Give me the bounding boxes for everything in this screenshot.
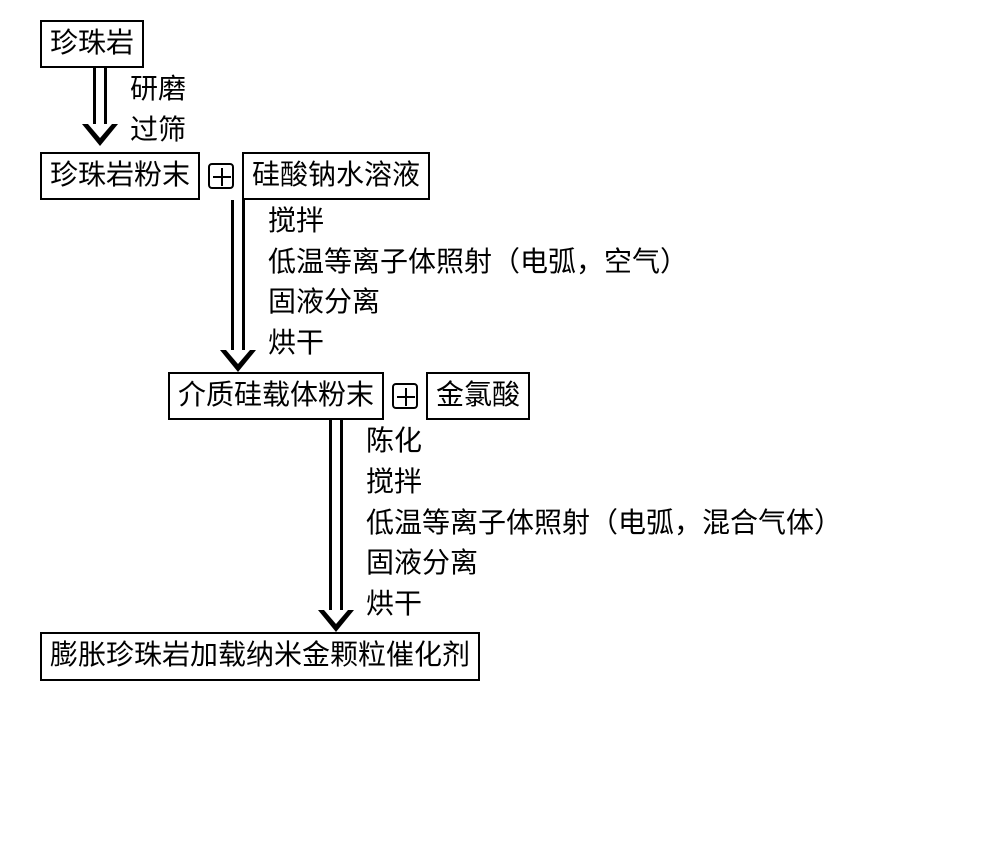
step-stir-1: 搅拌 (268, 202, 688, 243)
step-plasma-air: 低温等离子体照射（电弧，空气） (268, 243, 688, 284)
stage4-row: 膨胀珍珠岩加载纳米金颗粒催化剂 (40, 632, 960, 680)
plus-icon (392, 383, 418, 409)
step-grind: 研磨 (130, 70, 186, 111)
step-dry-1: 烘干 (268, 324, 688, 365)
step-sieve: 过筛 (130, 111, 186, 152)
step-sl-sep-2: 固液分离 (366, 544, 842, 585)
arrow1-shape (82, 68, 118, 146)
step-aging: 陈化 (366, 422, 842, 463)
step-sl-sep-1: 固液分离 (268, 283, 688, 324)
arrow2-shaft (231, 200, 245, 350)
stage2-row: 珍珠岩粉末 硅酸钠水溶液 (40, 152, 960, 200)
node-chloroauric: 金氯酸 (426, 372, 530, 420)
node-perlite: 珍珠岩 (40, 20, 144, 68)
arrow2-shape (220, 200, 256, 372)
stage3-row: 介质硅载体粉末 金氯酸 (168, 372, 960, 420)
arrow2-head (220, 350, 256, 372)
step-dry-2: 烘干 (366, 585, 842, 626)
arrow3-steps: 陈化 搅拌 低温等离子体照射（电弧，混合气体） 固液分离 烘干 (354, 420, 842, 625)
step-plasma-mixed: 低温等离子体照射（电弧，混合气体） (366, 504, 842, 545)
arrow1-head (82, 124, 118, 146)
arrow3-shaft (329, 420, 343, 610)
step-stir-2: 搅拌 (366, 463, 842, 504)
arrow3-shape (318, 420, 354, 632)
arrow2: 搅拌 低温等离子体照射（电弧，空气） 固液分离 烘干 (220, 200, 960, 372)
node-perlite-powder: 珍珠岩粉末 (40, 152, 200, 200)
arrow1-shaft (93, 68, 107, 124)
arrow1: 研磨 过筛 (82, 68, 960, 151)
node-product: 膨胀珍珠岩加载纳米金颗粒催化剂 (40, 632, 480, 680)
plus-1 (200, 152, 242, 200)
arrow2-steps: 搅拌 低温等离子体照射（电弧，空气） 固液分离 烘干 (256, 200, 688, 364)
node-sodium-silicate: 硅酸钠水溶液 (242, 152, 430, 200)
arrow3: 陈化 搅拌 低温等离子体照射（电弧，混合气体） 固液分离 烘干 (318, 420, 960, 632)
plus-icon (208, 163, 234, 189)
node-silica-carrier: 介质硅载体粉末 (168, 372, 384, 420)
plus-2 (384, 372, 426, 420)
arrow1-steps: 研磨 过筛 (118, 68, 186, 151)
stage1-row: 珍珠岩 (40, 20, 960, 68)
arrow3-head (318, 610, 354, 632)
process-flowchart: 珍珠岩 研磨 过筛 珍珠岩粉末 硅酸钠水溶液 搅拌 低温等离子体照射（电弧，空气… (40, 20, 960, 681)
